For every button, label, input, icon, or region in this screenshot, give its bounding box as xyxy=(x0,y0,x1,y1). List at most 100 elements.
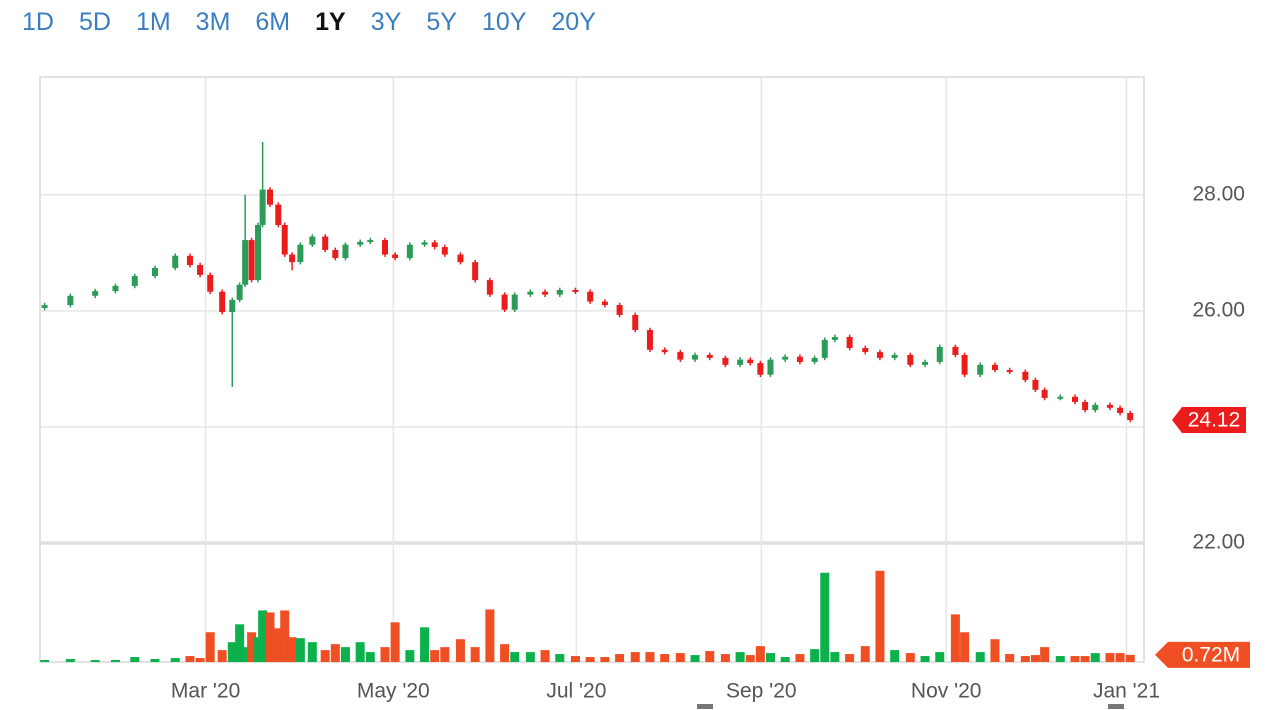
volume-bar xyxy=(253,637,263,662)
candle-body xyxy=(601,301,608,306)
candle-body xyxy=(646,330,653,350)
candle-body xyxy=(332,249,339,259)
volume-bar xyxy=(720,654,730,662)
volume-bar xyxy=(645,652,655,662)
volume-bar xyxy=(830,652,840,662)
candle-body xyxy=(767,359,774,375)
range-button[interactable]: 5Y xyxy=(426,8,457,36)
volume-bar xyxy=(485,609,495,662)
volume-bar xyxy=(500,644,510,662)
volume-bar xyxy=(745,655,755,662)
y-tick-label: 26.00 xyxy=(1192,298,1245,321)
volume-bar xyxy=(470,647,480,662)
volume-bar xyxy=(735,652,745,662)
candle-body xyxy=(431,242,438,248)
candle-body xyxy=(1117,407,1124,414)
volume-bar xyxy=(1080,656,1090,662)
range-button[interactable]: 3M xyxy=(195,8,231,36)
volume-bar xyxy=(920,656,930,662)
candle-body xyxy=(991,364,998,371)
volume-bar xyxy=(525,652,535,662)
volume-badge-label: 0.72M xyxy=(1182,643,1240,666)
x-tick-label: May '20 xyxy=(357,680,430,703)
candle-body xyxy=(616,305,623,315)
volume-bar xyxy=(540,650,550,662)
range-button[interactable]: 6M xyxy=(255,8,291,36)
candle-body xyxy=(811,357,818,362)
candle-body xyxy=(632,314,639,331)
volume-bar xyxy=(273,628,283,662)
volume-bar xyxy=(295,638,305,662)
volume-bar xyxy=(950,614,960,662)
candle-body xyxy=(41,305,48,308)
candle-body xyxy=(1041,389,1048,398)
candle-body xyxy=(457,254,464,263)
candle-body xyxy=(907,354,914,365)
candle-body xyxy=(706,354,713,358)
volume-bar xyxy=(355,642,365,662)
candle-body xyxy=(922,361,929,365)
candle-body xyxy=(977,364,984,375)
candle-body xyxy=(406,244,413,259)
candle-body xyxy=(846,336,853,349)
volume-bar xyxy=(1020,656,1030,662)
candle-body xyxy=(1092,404,1099,411)
candle-body xyxy=(297,244,304,263)
volume-bar xyxy=(845,654,855,662)
volume-bar xyxy=(1115,653,1125,662)
volume-bar xyxy=(227,642,237,662)
candle-body xyxy=(197,265,204,275)
volume-bar xyxy=(630,652,640,662)
candle-body xyxy=(936,346,943,362)
range-button[interactable]: 20Y xyxy=(551,8,596,36)
range-button[interactable]: 1M xyxy=(135,8,171,36)
range-button[interactable]: 1Y xyxy=(315,8,346,36)
volume-bar xyxy=(765,653,775,662)
volume-bar xyxy=(65,659,75,662)
candle-body xyxy=(1082,401,1089,411)
volume-bar xyxy=(455,639,465,662)
candle-body xyxy=(831,336,838,340)
volume-bar xyxy=(960,632,970,662)
candle-body xyxy=(542,291,549,295)
volume-bar xyxy=(195,658,205,662)
scroll-handle[interactable] xyxy=(697,704,713,709)
volume-bar xyxy=(330,644,340,662)
volume-bar xyxy=(600,657,610,662)
candle-body xyxy=(275,204,282,225)
candle-body xyxy=(782,356,789,360)
candle-body xyxy=(747,359,754,364)
volume-bar xyxy=(235,624,245,662)
volume-bar xyxy=(265,612,275,662)
volume-bar xyxy=(365,652,375,662)
candle-body xyxy=(112,285,119,292)
candle-body xyxy=(677,352,684,360)
volume-bar xyxy=(820,572,830,662)
volume-bar xyxy=(1005,654,1015,662)
price-badge-label: 24.12 xyxy=(1188,409,1241,432)
candle-body xyxy=(1032,379,1039,390)
volume-bar xyxy=(570,656,580,662)
y-tick-label: 22.00 xyxy=(1192,531,1245,554)
range-button[interactable]: 5D xyxy=(78,8,111,36)
range-button[interactable]: 1D xyxy=(22,8,54,36)
volume-bar xyxy=(780,657,790,662)
candle-body xyxy=(367,240,374,243)
range-button[interactable]: 10Y xyxy=(481,8,527,36)
volume-bar xyxy=(185,656,195,662)
volume-bar xyxy=(320,650,330,662)
candle-body xyxy=(236,284,243,300)
volume-bar xyxy=(420,627,430,662)
volume-bar xyxy=(1125,654,1135,662)
candle-body xyxy=(219,291,226,313)
candle-body xyxy=(131,276,138,286)
x-tick-label: Nov '20 xyxy=(911,680,982,703)
candle-body xyxy=(572,289,579,292)
volume-bar xyxy=(990,639,1000,662)
candle-body xyxy=(289,254,296,263)
candle-body xyxy=(1072,396,1078,402)
scroll-handle[interactable] xyxy=(1108,704,1124,709)
range-button[interactable]: 3Y xyxy=(370,8,402,36)
candle-body xyxy=(891,354,898,358)
candle-body xyxy=(737,359,744,365)
